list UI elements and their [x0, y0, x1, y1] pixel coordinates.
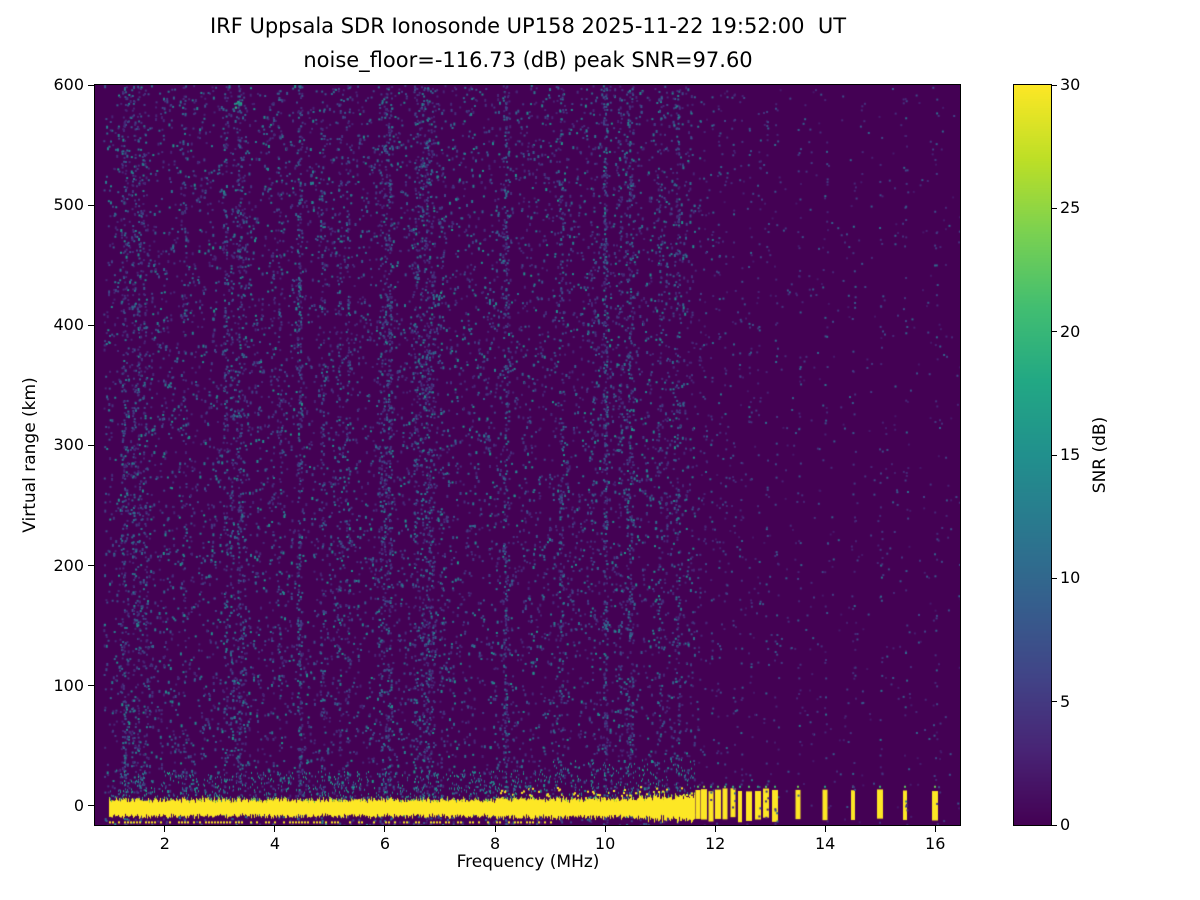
x-tick-mark [604, 826, 606, 832]
x-tick-label: 12 [704, 834, 726, 853]
x-tick-mark [714, 826, 716, 832]
y-axis-label: Virtual range (km) [20, 377, 40, 533]
y-tick-label: 400 [53, 315, 84, 335]
colorbar-tick-label: 30 [1060, 75, 1081, 94]
colorbar-tick-label: 15 [1060, 445, 1081, 464]
chart-subtitle: noise_floor=-116.73 (dB) peak SNR=97.60 [303, 48, 753, 72]
x-tick-label: 2 [159, 834, 170, 853]
colorbar-canvas [1013, 84, 1052, 826]
x-tick-mark [824, 826, 826, 832]
x-tick-label: 6 [379, 834, 391, 853]
colorbar-tick-mark [1052, 207, 1057, 209]
colorbar-tick-mark [1052, 701, 1057, 703]
y-tick-mark [88, 565, 94, 567]
y-tick-mark [88, 444, 94, 446]
colorbar-tick-label: 10 [1060, 568, 1081, 588]
x-tick-label: 14 [815, 834, 836, 853]
colorbar-tick-label: 25 [1060, 198, 1081, 218]
colorbar-tick-label: 0 [1060, 815, 1071, 834]
colorbar-tick-mark [1052, 824, 1057, 826]
x-tick-label: 4 [269, 834, 281, 853]
y-tick-label: 100 [53, 675, 84, 695]
colorbar-tick-label: 20 [1060, 321, 1081, 341]
y-tick-mark [88, 685, 94, 687]
chart-title: IRF Uppsala SDR Ionosonde UP158 2025-11-… [209, 14, 847, 38]
y-tick-mark [88, 84, 94, 86]
ionogram-heatmap-canvas [94, 84, 961, 826]
colorbar-tick-mark [1052, 331, 1057, 333]
x-tick-mark [274, 826, 276, 832]
colorbar-tick-mark [1052, 84, 1057, 86]
y-tick-label: 600 [53, 75, 84, 94]
y-tick-label: 0 [73, 795, 84, 815]
x-tick-label: 8 [489, 834, 501, 853]
colorbar-tick-mark [1052, 454, 1057, 456]
y-tick-label: 500 [53, 195, 84, 215]
x-tick-mark [934, 826, 936, 832]
x-tick-mark [164, 826, 166, 832]
y-tick-label: 200 [53, 555, 84, 575]
x-axis-label: Frequency (MHz) [456, 852, 600, 872]
x-tick-label: 16 [925, 834, 946, 853]
y-tick-label: 300 [53, 435, 84, 455]
x-tick-label: 10 [594, 834, 616, 853]
x-tick-mark [494, 826, 496, 832]
y-tick-mark [88, 204, 94, 206]
colorbar-tick-mark [1052, 577, 1057, 579]
y-tick-mark [88, 805, 94, 807]
colorbar-tick-label: 5 [1060, 691, 1071, 711]
x-tick-mark [384, 826, 386, 832]
y-tick-mark [88, 324, 94, 326]
